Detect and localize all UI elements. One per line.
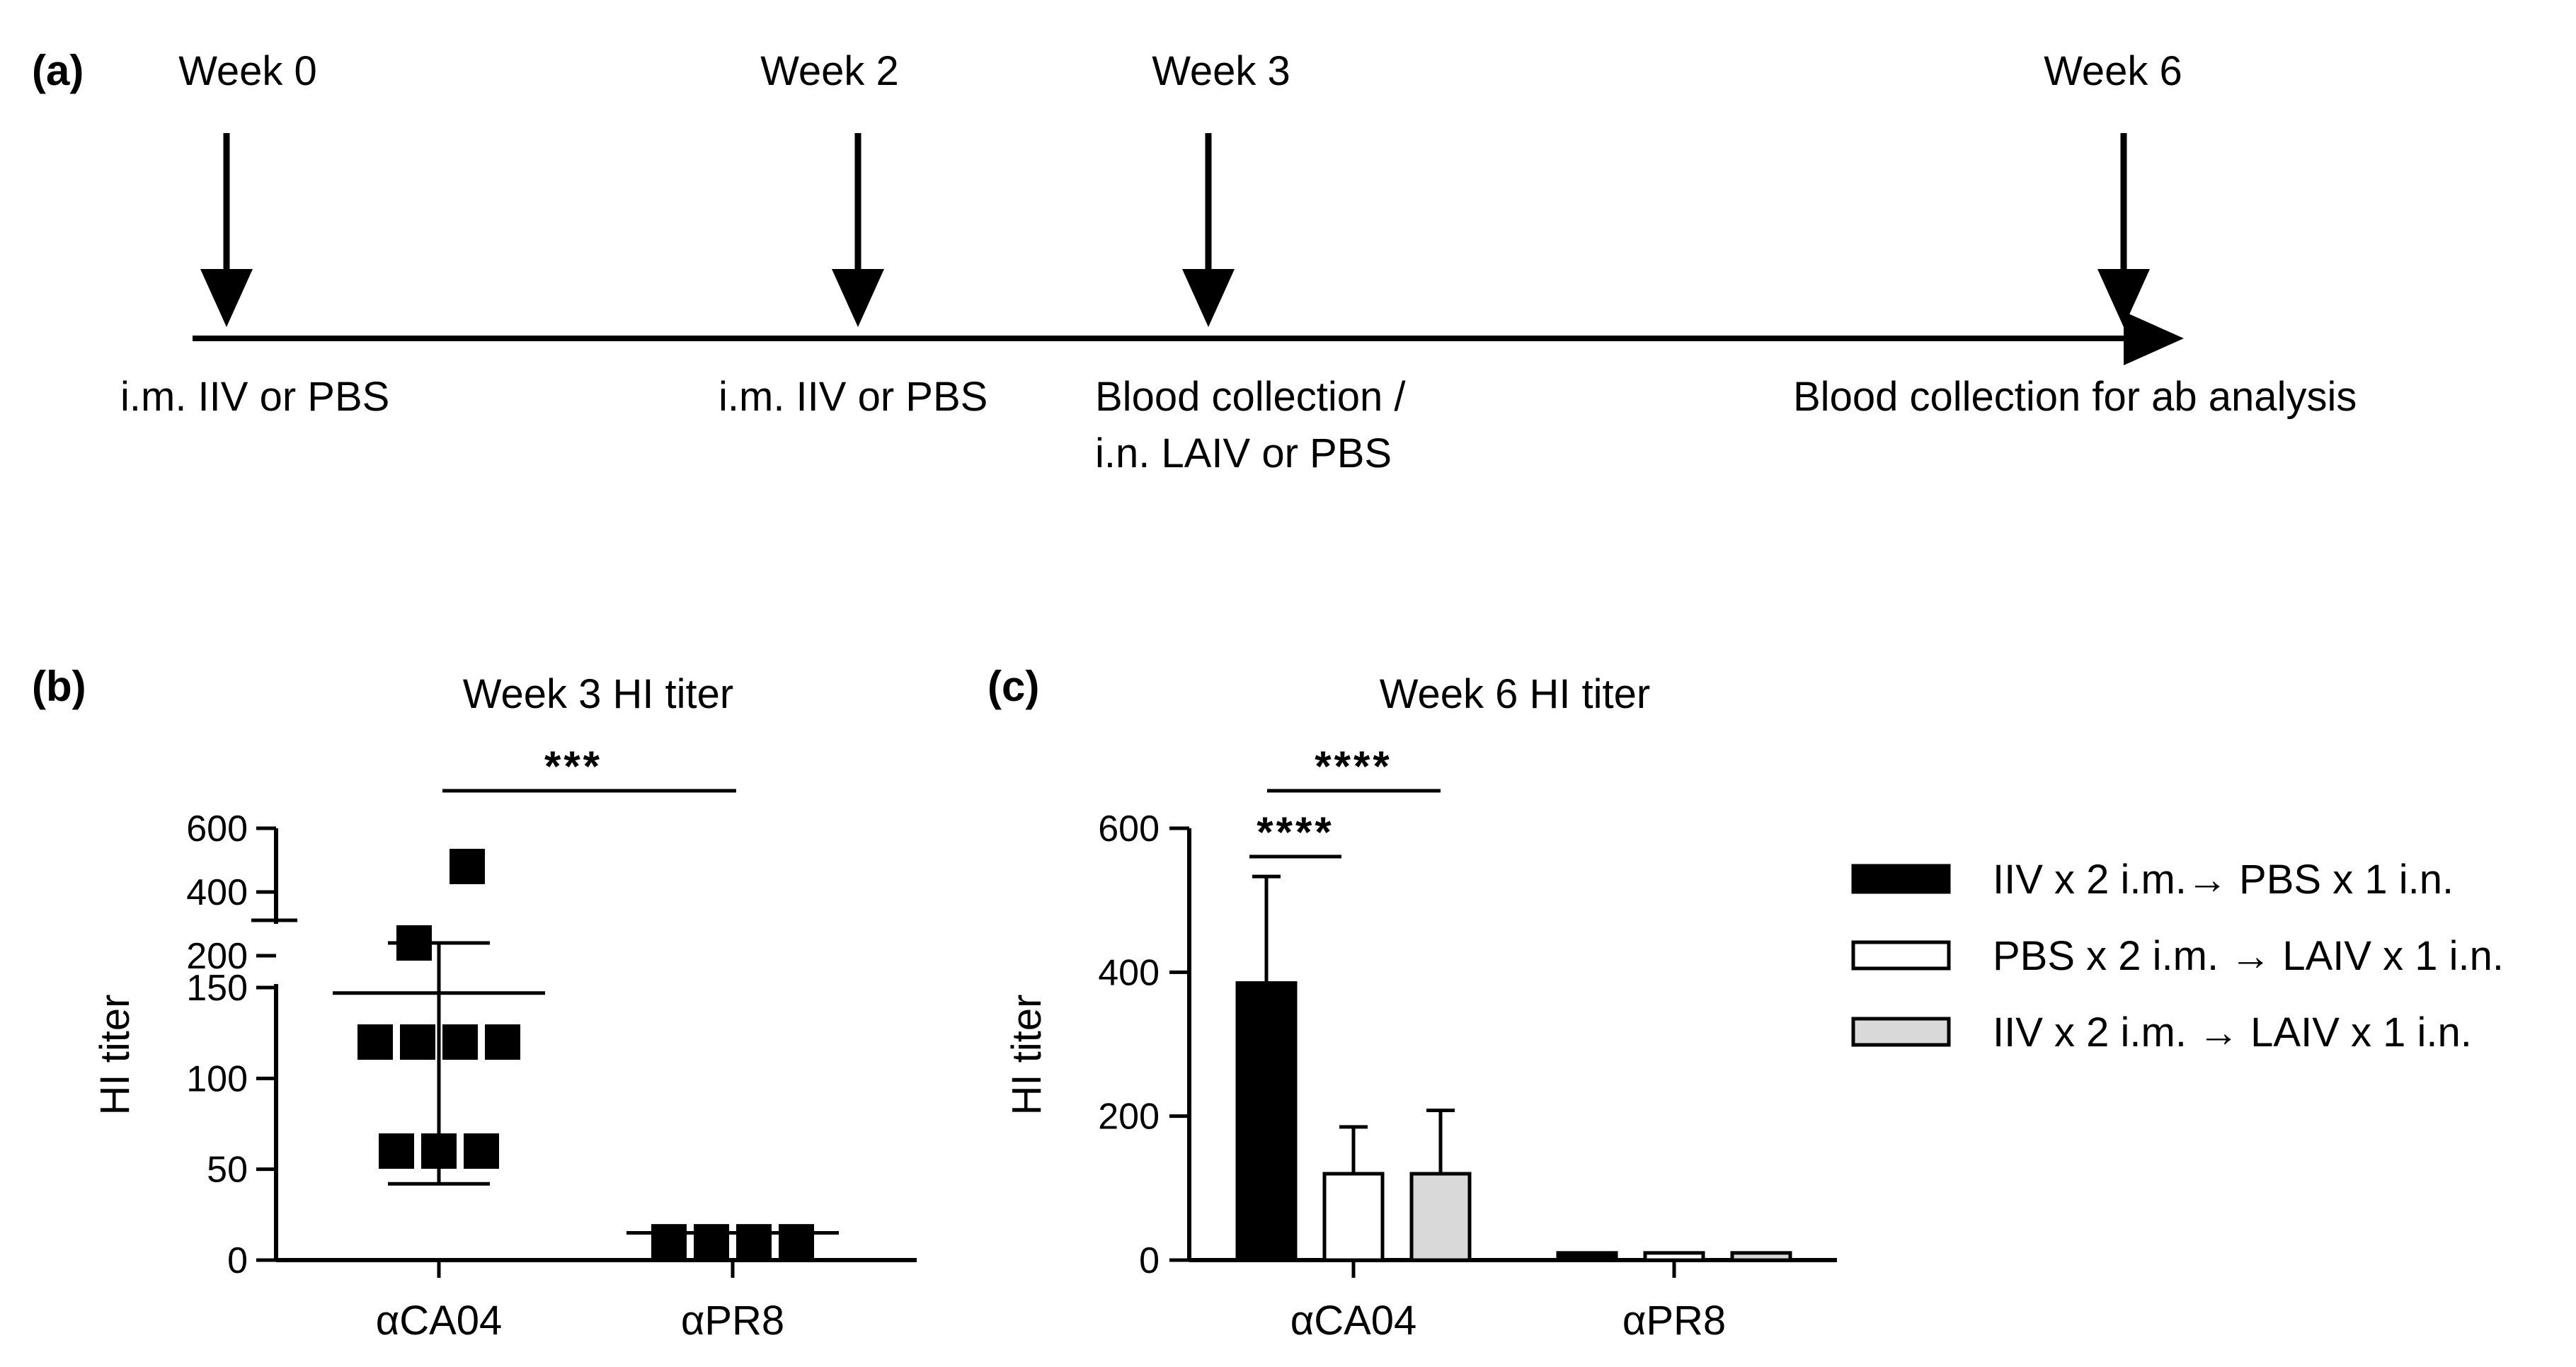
event-text: i.m. IIV or PBS — [719, 374, 988, 420]
chart-title: Week 6 HI titer — [1380, 671, 1651, 717]
legend-swatch — [1851, 940, 1951, 971]
data-point — [450, 849, 485, 884]
y-axis-label: HI titer — [1004, 995, 1050, 1116]
event-text-line2: i.n. LAIV or PBS — [1095, 430, 1392, 476]
data-points — [357, 849, 814, 1260]
y-tick-label: 400 — [1098, 952, 1160, 993]
data-point — [779, 1224, 814, 1260]
data-point — [442, 1024, 478, 1060]
week-label: Week 3 — [1152, 48, 1290, 94]
y-tick-label: 200 — [186, 936, 248, 977]
legend-swatch — [1851, 864, 1951, 894]
y-axis-label: HI titer — [92, 995, 138, 1116]
x-tick-label: αPR8 — [681, 1298, 784, 1344]
legend-label: IIV x 2 i.m. → LAIV x 1 i.n. — [1993, 1009, 2472, 1056]
y-tick-label: 200 — [1098, 1097, 1160, 1138]
timeline-arrow-head — [200, 269, 253, 327]
panel-label-c: (c) — [988, 663, 1039, 710]
panel-label-a: (a) — [32, 47, 84, 94]
y-tick-label: 0 — [1139, 1240, 1160, 1281]
panel-label-b: (b) — [32, 663, 86, 710]
bars — [1235, 874, 1792, 1262]
timeline-arrowhead — [2124, 311, 2184, 365]
timeline-arrow-head — [2097, 269, 2150, 327]
data-point — [736, 1224, 772, 1260]
week-label: Week 6 — [2044, 48, 2182, 94]
event-text: Blood collection for ab analysis — [1793, 374, 2357, 420]
mean-sd-bars — [333, 941, 839, 1235]
data-point — [379, 1133, 414, 1169]
chart-c: (c) Week 6 HI titer HI titer 0200400600 … — [988, 663, 2504, 1344]
data-point — [357, 1024, 393, 1060]
timeline-arrow-head — [832, 269, 884, 327]
timeline-panel: (a) Week 0 i.m. IIV or PBS Week 2 i.m. I… — [32, 47, 2357, 476]
y-tick-label: 600 — [186, 808, 248, 850]
x-tick-label: αCA04 — [1290, 1298, 1417, 1344]
timeline-arrow-head — [1182, 269, 1235, 327]
event-text: i.m. IIV or PBS — [120, 374, 389, 420]
event-text: Blood collection / — [1095, 374, 1406, 420]
legend-label: IIV x 2 i.m.→ PBS x 1 i.n. — [1993, 857, 2454, 903]
bar — [1643, 1251, 1705, 1262]
x-ticks: αCA04 αPR8 — [376, 1260, 784, 1344]
bar — [1322, 1172, 1385, 1262]
bar — [1556, 1251, 1618, 1262]
legend-swatch — [1851, 1017, 1951, 1047]
y-tick-label: 150 — [186, 968, 248, 1009]
week-label: Week 0 — [178, 48, 317, 94]
significance-label: *** — [544, 743, 602, 790]
legend: IIV x 2 i.m.→ PBS x 1 i.n. PBS x 2 i.m. … — [1851, 857, 2504, 1056]
y-ticks: 0 200 400 600 — [1098, 808, 1189, 1281]
x-ticks: αCA04 αPR8 — [1290, 1260, 1726, 1344]
chart-b: (b) Week 3 HI titer HI titer 0 50 100 15020… — [32, 663, 917, 1344]
y-tick-label: 0 — [227, 1240, 248, 1281]
chart-title: Week 3 HI titer — [463, 671, 734, 717]
x-tick-label: αPR8 — [1622, 1298, 1726, 1344]
data-point — [694, 1224, 729, 1260]
week-label: Week 2 — [760, 48, 899, 94]
significance-label: **** — [1315, 743, 1392, 790]
data-point — [400, 1024, 435, 1060]
bar — [1409, 1172, 1472, 1262]
y-tick-label: 50 — [207, 1150, 248, 1191]
x-tick-label: αCA04 — [376, 1298, 503, 1344]
y-tick-label: 400 — [186, 872, 248, 913]
data-point — [651, 1224, 687, 1260]
data-point — [464, 1133, 499, 1169]
bar — [1235, 981, 1298, 1262]
data-point — [485, 1024, 520, 1060]
y-tick-label: 100 — [186, 1058, 248, 1099]
y-tick-label: 600 — [1098, 808, 1160, 850]
bar — [1730, 1251, 1792, 1262]
legend-label: PBS x 2 i.m. → LAIV x 1 i.n. — [1993, 933, 2504, 979]
significance-label: **** — [1256, 808, 1334, 856]
